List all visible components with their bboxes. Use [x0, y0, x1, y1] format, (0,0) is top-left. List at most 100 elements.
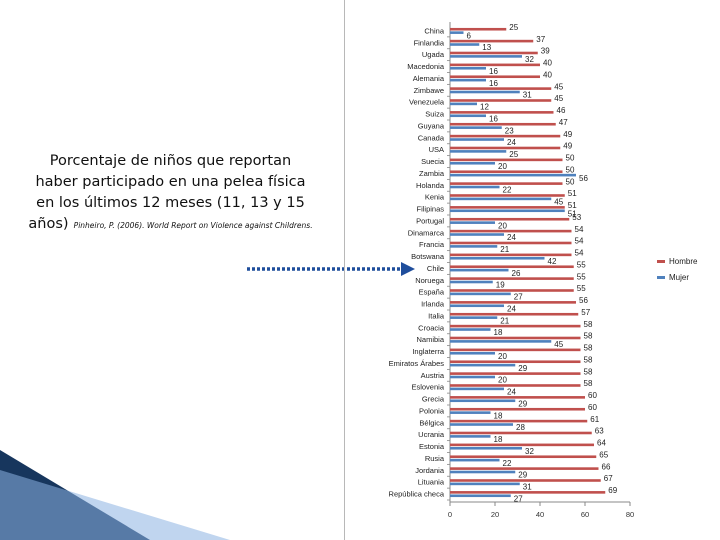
category-label: Noruega: [415, 276, 445, 285]
data-label-mujer: 21: [500, 245, 509, 254]
data-label-hombre: 58: [584, 379, 593, 388]
bar-mujer: [450, 102, 477, 106]
legend-label: Hombre: [669, 257, 698, 266]
data-label-hombre: 58: [584, 355, 593, 364]
data-label-hombre: 40: [543, 70, 552, 79]
bar-hombre: [450, 301, 576, 304]
data-label-hombre: 51: [568, 201, 577, 210]
data-label-mujer: 45: [554, 198, 563, 207]
bar-hombre: [450, 75, 540, 79]
category-label: Eslovenia: [411, 383, 444, 392]
data-label-hombre: 63: [595, 427, 604, 436]
caption-text: Porcentaje de niños que reportan haber p…: [28, 153, 306, 232]
bar-hombre: [450, 396, 585, 399]
bar-hombre: [450, 194, 565, 197]
x-tick-label: 60: [581, 510, 589, 519]
data-label-mujer: 45: [554, 340, 563, 349]
category-label: Francia: [419, 240, 445, 249]
legend-swatch: [657, 276, 665, 279]
data-label-mujer: 20: [498, 221, 507, 230]
data-label-mujer: 56: [579, 174, 588, 183]
category-label: Inglaterra: [412, 347, 445, 356]
category-label: Suiza: [425, 110, 445, 119]
data-label-hombre: 65: [599, 450, 608, 459]
data-label-mujer: 16: [489, 79, 498, 88]
category-label: Irlanda: [421, 300, 445, 309]
bar-mujer: [450, 114, 486, 118]
data-label-hombre: 61: [590, 415, 599, 424]
bar-mujer: [450, 375, 495, 379]
category-label: Polonia: [419, 406, 445, 415]
data-label-mujer: 20: [498, 376, 507, 385]
data-label-mujer: 24: [507, 233, 516, 242]
data-label-hombre: 49: [563, 130, 572, 139]
data-label-hombre: 50: [566, 165, 575, 174]
data-label-mujer: 42: [548, 257, 557, 266]
bar-mujer: [450, 55, 522, 58]
bar-hombre: [450, 491, 606, 494]
data-label-hombre: 54: [575, 237, 584, 246]
chart-frame: 0 20 40 60 80 China 25 6 Finlandia 37 13 Ugada 39 32 M…: [344, 0, 720, 540]
category-label: Namibia: [416, 335, 444, 344]
category-label: Holanda: [416, 181, 445, 190]
data-label-mujer: 27: [514, 293, 523, 302]
bar-hombre: [450, 443, 594, 447]
data-label-mujer: 32: [525, 447, 534, 456]
data-label-hombre: 64: [597, 439, 606, 448]
data-label-mujer: 16: [489, 114, 498, 123]
data-label-mujer: 18: [494, 328, 503, 337]
category-label: Rusia: [425, 454, 445, 463]
bar-mujer: [450, 233, 504, 236]
data-label-mujer: 25: [509, 150, 518, 159]
data-label-mujer: 28: [516, 423, 525, 432]
arrow-head: [401, 262, 415, 276]
category-label: Grecia: [422, 395, 445, 404]
bar-mujer: [450, 185, 500, 189]
category-label: USA: [429, 145, 444, 154]
data-label-hombre: 58: [584, 344, 593, 353]
x-tick-label: 20: [491, 510, 499, 519]
bar-hombre: [450, 217, 570, 221]
bar-mujer: [450, 470, 516, 474]
bar-hombre: [450, 407, 585, 411]
category-label: Suecia: [421, 157, 445, 166]
data-label-hombre: 45: [554, 82, 563, 91]
bar-mujer: [450, 482, 520, 486]
corner-shape-light: [0, 470, 230, 540]
data-label-mujer: 51: [568, 209, 577, 218]
bar-hombre: [450, 182, 563, 185]
data-label-hombre: 55: [577, 284, 586, 293]
chart-caption: Porcentaje de niños que reportan haber p…: [28, 150, 313, 234]
data-label-hombre: 47: [559, 118, 568, 127]
category-label: Lituania: [418, 478, 445, 487]
bar-hombre: [450, 241, 572, 245]
bar-hombre: [450, 63, 540, 67]
data-label-hombre: 40: [543, 59, 552, 68]
data-label-mujer: 16: [489, 67, 498, 76]
bar-hombre: [450, 111, 554, 114]
data-label-hombre: 67: [604, 474, 613, 483]
data-label-hombre: 55: [577, 272, 586, 281]
bar-mujer: [450, 126, 502, 129]
category-label: Croacia: [418, 323, 445, 332]
category-label: Chile: [427, 264, 444, 273]
bar-mujer: [450, 150, 507, 153]
bar-hombre: [450, 348, 581, 352]
data-label-mujer: 31: [523, 91, 532, 100]
bar-mujer: [450, 363, 516, 367]
data-label-mujer: 29: [518, 364, 527, 373]
bar-mujer: [450, 78, 486, 82]
bar-mujer: [450, 328, 491, 331]
corner-decoration: [0, 450, 230, 540]
x-tick-label: 0: [448, 510, 452, 519]
data-label-hombre: 37: [536, 35, 545, 44]
data-label-hombre: 50: [566, 177, 575, 186]
bar-mujer: [450, 173, 576, 177]
category-label: Ugada: [422, 50, 445, 59]
data-label-mujer: 20: [498, 352, 507, 361]
data-label-hombre: 66: [602, 462, 611, 471]
bar-mujer: [450, 90, 520, 94]
data-label-hombre: 56: [579, 296, 588, 305]
bar-mujer: [450, 221, 495, 224]
bar-mujer: [450, 197, 552, 201]
